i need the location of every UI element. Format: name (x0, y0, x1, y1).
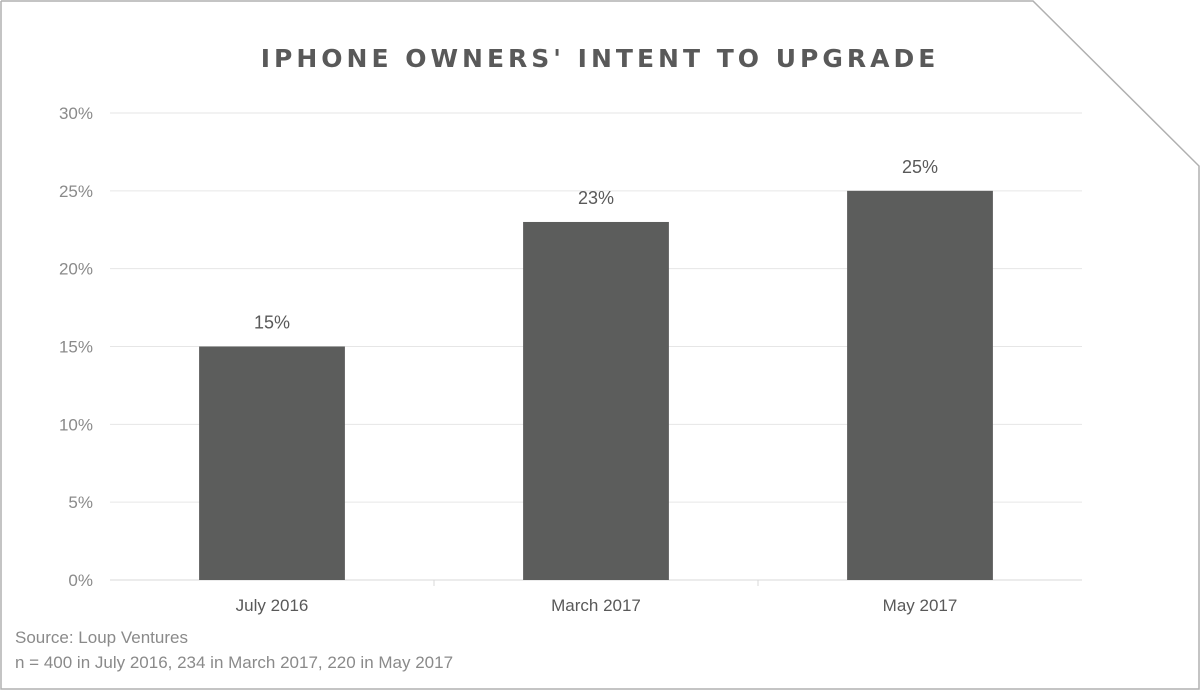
y-axis-tick-labels: 0% 5% 10% 15% 20% 25% 30% (59, 104, 93, 590)
y-tick-label: 25% (59, 182, 93, 201)
x-category-label: May 2017 (883, 596, 958, 615)
bar-may-2017 (847, 190, 993, 581)
bar-value-label: 23% (578, 188, 614, 208)
data-labels: 15% 23% 25% (254, 157, 938, 333)
y-tick-label: 10% (59, 415, 93, 434)
y-tick-label: 20% (59, 260, 93, 279)
sample-size-note: n = 400 in July 2016, 234 in March 2017,… (15, 653, 454, 672)
bar-value-label: 25% (902, 157, 938, 177)
bar-march-2017 (523, 221, 669, 580)
bars (199, 190, 993, 581)
x-axis-category-labels: July 2016 March 2017 May 2017 (236, 596, 958, 615)
x-category-label: July 2016 (236, 596, 309, 615)
bar-value-label: 15% (254, 313, 290, 333)
x-category-label: March 2017 (551, 596, 641, 615)
source-note: Source: Loup Ventures (15, 628, 188, 647)
y-tick-label: 30% (59, 104, 93, 123)
y-tick-label: 5% (68, 493, 93, 512)
y-tick-label: 0% (68, 571, 93, 590)
chart-title: IPHONE OWNERS' INTENT TO UPGRADE (260, 44, 940, 73)
bar-july-2016 (199, 346, 345, 580)
y-tick-label: 15% (59, 338, 93, 357)
